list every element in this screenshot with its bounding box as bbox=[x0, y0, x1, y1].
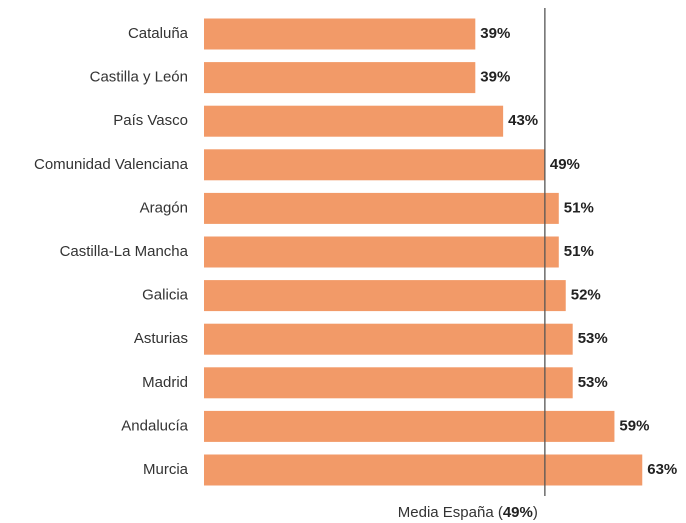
bar bbox=[204, 280, 566, 312]
value-label: 59% bbox=[619, 417, 649, 434]
bar bbox=[204, 192, 559, 224]
reference-label-end: ) bbox=[533, 504, 538, 521]
bar bbox=[204, 62, 476, 94]
value-label: 63% bbox=[647, 461, 677, 478]
value-label: 53% bbox=[578, 374, 608, 391]
bar bbox=[204, 149, 545, 181]
category-label: Madrid bbox=[142, 374, 188, 391]
bar bbox=[204, 18, 476, 50]
value-label: 39% bbox=[480, 69, 510, 86]
category-label: Andalucía bbox=[121, 417, 188, 434]
bar bbox=[204, 410, 615, 442]
value-label: 51% bbox=[564, 199, 594, 216]
category-label: Castilla y León bbox=[90, 69, 188, 86]
category-label: Comunidad Valenciana bbox=[34, 156, 189, 173]
value-label: 53% bbox=[578, 330, 608, 347]
reference-label: Media España (49%) bbox=[398, 504, 538, 521]
bar bbox=[204, 236, 559, 268]
category-label: Galicia bbox=[142, 287, 189, 304]
category-label: Aragón bbox=[140, 199, 188, 216]
category-label: Murcia bbox=[143, 461, 189, 478]
category-label: Cataluña bbox=[128, 25, 189, 42]
reference-label-start: Media España ( bbox=[398, 504, 503, 521]
category-label: Castilla-La Mancha bbox=[60, 243, 189, 260]
value-label: 43% bbox=[508, 112, 538, 129]
bar bbox=[204, 323, 573, 355]
value-label: 39% bbox=[480, 25, 510, 42]
reference-value-label: 49% bbox=[503, 504, 533, 521]
category-label: Asturias bbox=[134, 330, 188, 347]
value-label: 51% bbox=[564, 243, 594, 260]
value-label: 52% bbox=[571, 287, 601, 304]
bar bbox=[204, 454, 643, 486]
bar bbox=[204, 367, 573, 399]
bar bbox=[204, 105, 504, 137]
value-label: 49% bbox=[550, 156, 580, 173]
category-label: País Vasco bbox=[113, 112, 188, 129]
